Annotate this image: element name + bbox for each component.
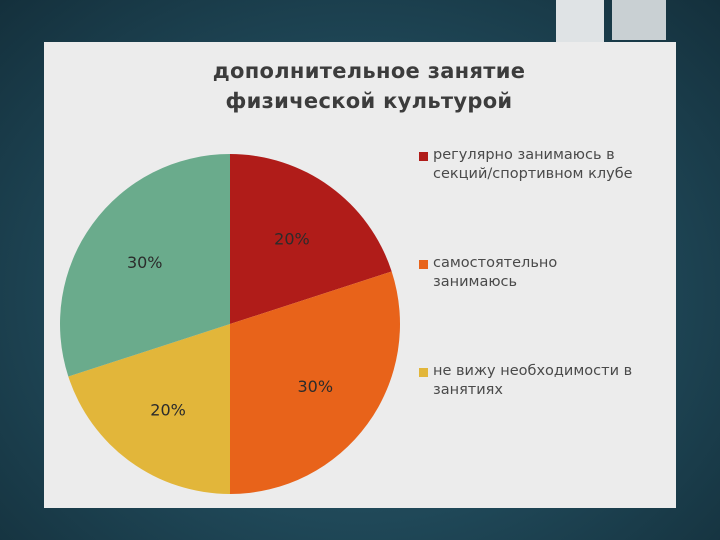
legend-swatch	[419, 260, 428, 269]
pie-slice-self-study	[230, 271, 400, 494]
pie-data-label: 30%	[297, 377, 333, 396]
legend-label: самостоятельно занимаюсь	[433, 255, 558, 290]
legend-label: регулярно занимаюсь в секций/спортивном …	[433, 147, 633, 182]
legend-swatch	[419, 152, 428, 161]
top-decoration-block-2	[612, 0, 666, 40]
pie-chart: 20% 30% 20% 30%	[59, 154, 400, 494]
pie-data-label: 20%	[274, 230, 310, 249]
pie-data-label: 20%	[150, 400, 186, 419]
legend-label: не вижу необходимости в занятиях	[433, 363, 633, 398]
pie-slice-other	[59, 154, 231, 377]
chart-title: дополнительное занятие физической культу…	[212, 59, 526, 113]
pie-slice-regular-club	[230, 154, 392, 324]
legend-swatch	[419, 368, 428, 377]
pie-data-label: 30%	[127, 253, 163, 272]
top-decoration-block-1	[556, 0, 604, 42]
chart-panel: дополнительное занятие физической культу…	[44, 42, 676, 508]
pie-slice-no-need	[68, 324, 230, 494]
